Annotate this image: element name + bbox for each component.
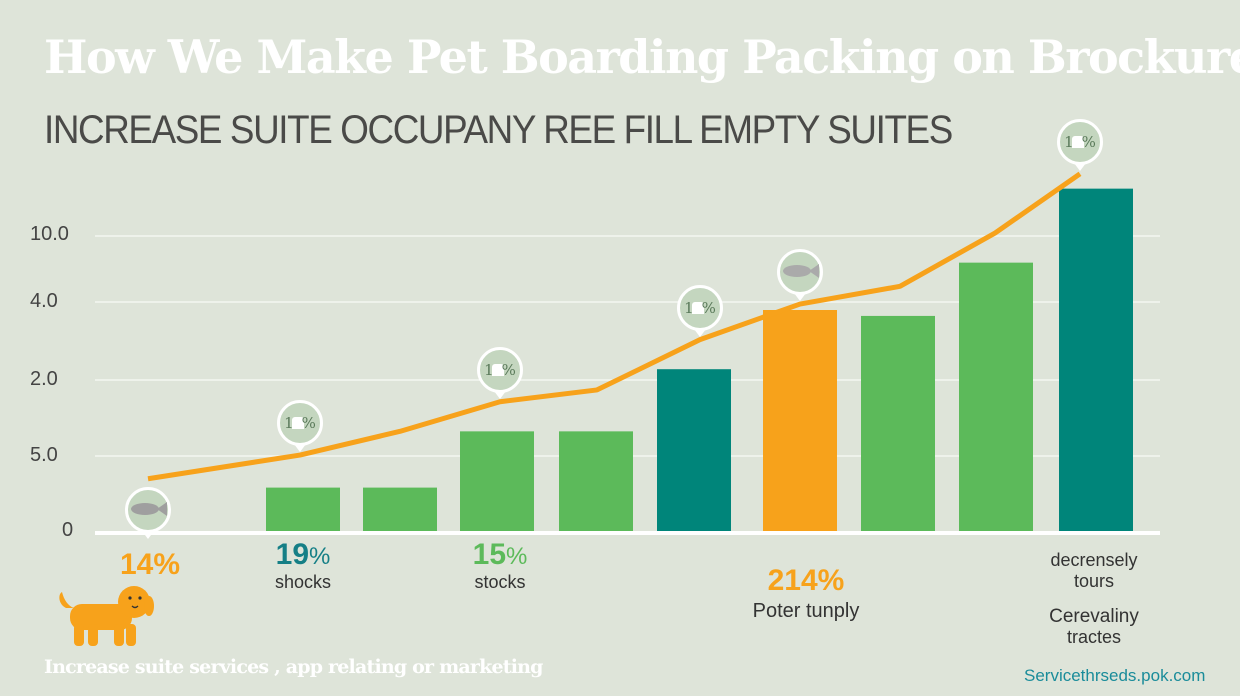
marker-label: % xyxy=(1081,132,1096,151)
callout-19-value: 19 xyxy=(275,538,310,571)
callout-19-unit: % xyxy=(309,543,331,570)
callout-15-value: 15 xyxy=(472,538,507,571)
fish-icon xyxy=(780,260,820,284)
marker-bubble xyxy=(777,249,823,302)
callout-214-caption: Poter tunply xyxy=(752,600,860,622)
callout-right-line3: Cerevaliny xyxy=(1049,606,1139,627)
bar xyxy=(763,310,837,532)
marker-bubble: 1% xyxy=(477,346,523,399)
bar xyxy=(657,369,731,532)
marker-bubble xyxy=(125,486,171,539)
bar xyxy=(959,262,1033,532)
callout-19-caption: shocks xyxy=(274,572,332,592)
source-url[interactable]: Servicethrseds.pok.com xyxy=(1024,666,1206,685)
callout-14-value: 14% xyxy=(119,548,181,581)
page-subtitle: INCREASE SUITE OCCUPANY REE FILL EMPTY S… xyxy=(44,108,953,152)
house-icon xyxy=(691,301,704,314)
page-title: How We Make Pet Boarding Packing on Broc… xyxy=(44,30,1240,84)
marker-label: 1 xyxy=(1064,132,1074,151)
callout-214: 214% Poter tunply xyxy=(726,564,886,623)
fish-icon xyxy=(128,498,168,522)
callout-15-caption: stocks xyxy=(474,572,526,592)
dog-icon xyxy=(59,586,154,646)
bar xyxy=(266,487,340,532)
house-icon xyxy=(291,417,304,430)
callout-19: 19% shocks xyxy=(253,538,353,593)
marker-bubble: 1% xyxy=(677,284,723,337)
y-tick-label: 5.0 xyxy=(30,444,58,466)
bar xyxy=(861,315,935,532)
bar xyxy=(559,431,633,532)
marker-label: 1 xyxy=(484,360,494,379)
trend-line xyxy=(147,171,1082,482)
marker-label: % xyxy=(301,414,316,433)
y-tick-label: 4.0 xyxy=(30,290,58,312)
callout-right-line1: decrensely xyxy=(1050,550,1138,570)
marker-label: % xyxy=(501,360,516,379)
bar xyxy=(460,431,534,532)
footer-text: Increase suite services , app relating o… xyxy=(44,656,543,678)
y-tick-label: 10.0 xyxy=(30,223,69,245)
y-tick-label: 0 xyxy=(62,519,74,541)
marker-label: 1 xyxy=(284,414,294,433)
bar xyxy=(363,487,437,532)
callout-15: 15% stocks xyxy=(450,538,550,593)
y-tick-label: 2.0 xyxy=(30,368,58,390)
house-icon xyxy=(1071,135,1084,148)
marker-bubble: 1% xyxy=(1057,118,1103,171)
callout-right-line4: tractes xyxy=(1066,627,1122,647)
marker-label: % xyxy=(701,298,716,317)
bar xyxy=(1059,188,1133,532)
callout-15-unit: % xyxy=(506,543,528,570)
callout-right: decrensely tours Cerevaliny tractes xyxy=(1024,550,1164,648)
house-icon xyxy=(491,363,504,376)
marker-label: 1 xyxy=(684,298,694,317)
callout-214-value: 214% xyxy=(767,564,845,597)
marker-bubble: 1% xyxy=(277,400,323,453)
callout-right-line2: tours xyxy=(1073,571,1115,591)
